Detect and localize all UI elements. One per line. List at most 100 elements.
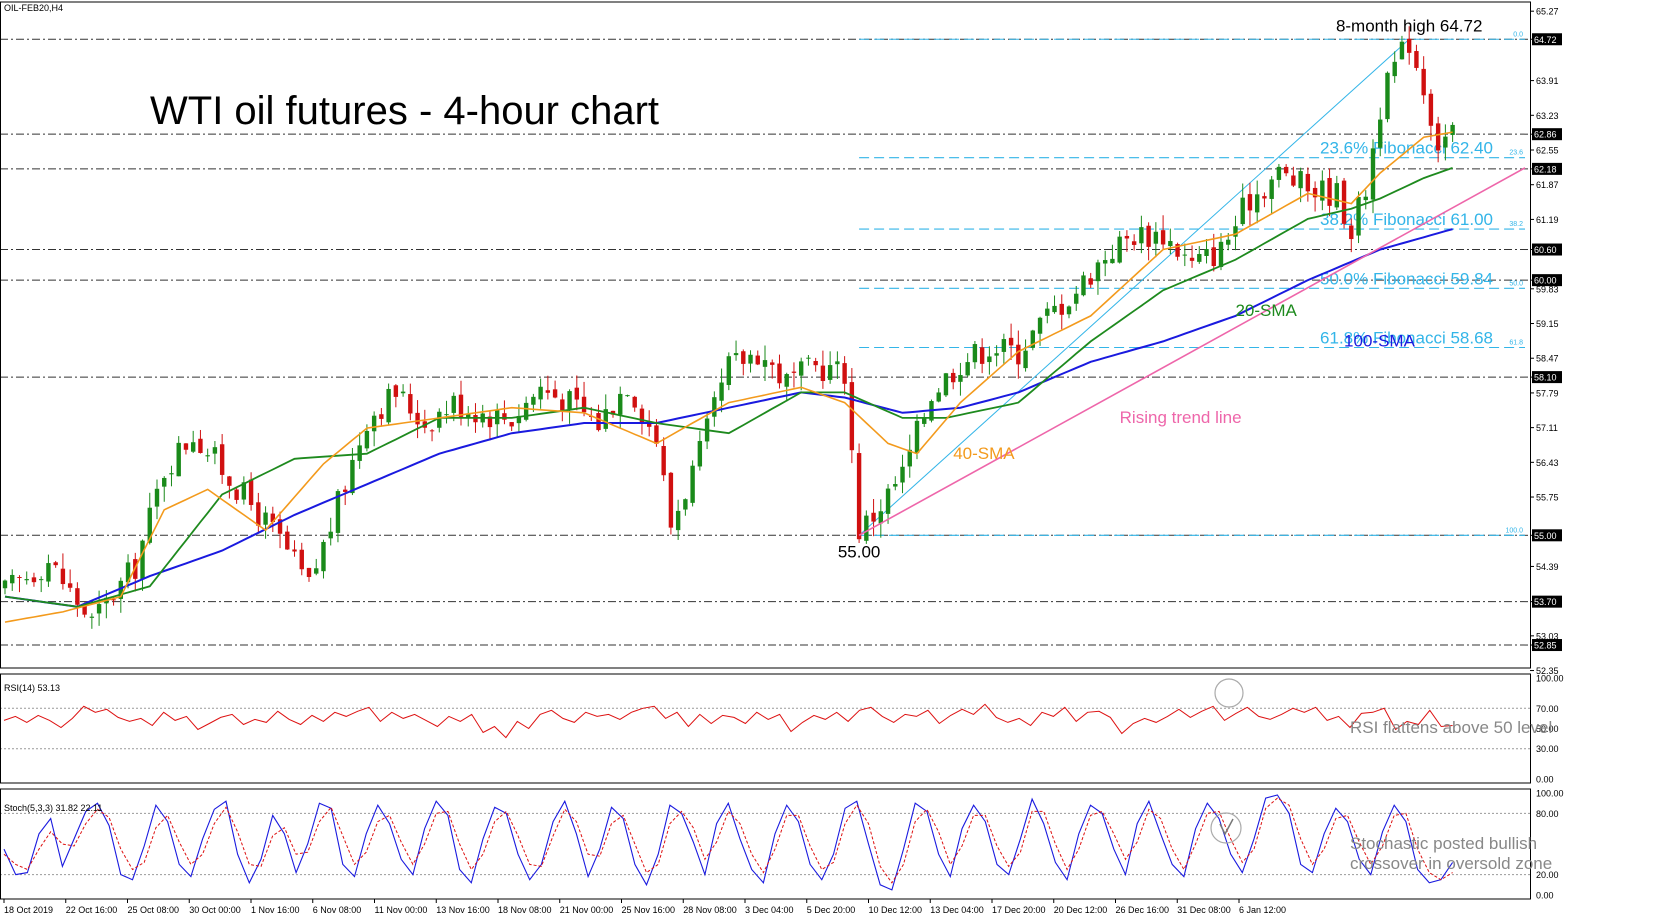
candle-body: [1153, 231, 1159, 244]
candle-body: [1168, 241, 1173, 247]
candle-body: [878, 511, 884, 524]
candle-body: [762, 360, 768, 367]
candle-body: [943, 373, 949, 396]
fib-ratio-label: 50.0: [1509, 280, 1523, 287]
candle-body: [270, 513, 276, 523]
candle-body: [154, 488, 160, 507]
y-tick-label: 61.87: [1536, 180, 1559, 190]
candle-body: [777, 363, 782, 384]
candle-body: [111, 599, 116, 601]
candle-body: [1001, 339, 1007, 352]
candle-body: [574, 387, 580, 400]
candle-body: [675, 510, 681, 531]
candle-body: [1160, 230, 1166, 245]
candle-body: [1356, 197, 1361, 236]
candle-body: [1052, 305, 1057, 313]
rsi-y-tick-label: 30.00: [1536, 744, 1559, 754]
candle-body: [321, 541, 326, 572]
candle-body: [849, 382, 855, 451]
candle-body: [1088, 278, 1093, 285]
candle-body: [1320, 180, 1325, 201]
candle-body: [770, 362, 775, 365]
candle-body: [1269, 179, 1274, 199]
y-tick-label: 55.00: [1534, 531, 1557, 541]
candle-body: [429, 430, 435, 432]
x-tick-label: 22 Oct 16:00: [66, 905, 118, 915]
candle-body: [603, 409, 608, 429]
candle-body: [1363, 196, 1368, 201]
candle-body: [415, 412, 420, 425]
price-level-badge: [1532, 639, 1562, 652]
candle-body: [856, 453, 862, 540]
candle-body: [1435, 123, 1441, 151]
candle-body: [2, 580, 8, 589]
annotation-label: 100-SMA: [1344, 331, 1416, 350]
candle-body: [864, 515, 869, 541]
candle-body: [1030, 330, 1036, 348]
candle-body: [1037, 317, 1043, 334]
candle-body: [1385, 72, 1390, 120]
candle-body: [842, 363, 847, 384]
fib-ratio-label: 23.6: [1509, 150, 1523, 157]
candle-body: [893, 484, 898, 487]
y-tick-label: 55.75: [1536, 493, 1559, 503]
candle-body: [342, 489, 348, 492]
rsi-highlight-circle: [1214, 678, 1244, 708]
x-tick-label: 13 Nov 16:00: [436, 905, 490, 915]
candle-body: [38, 579, 44, 581]
candle-body: [314, 568, 319, 574]
candle-body: [277, 519, 283, 534]
y-tick-label: 57.11: [1536, 423, 1558, 433]
candle-body: [328, 531, 333, 539]
candle-body: [806, 357, 811, 359]
x-tick-label: 31 Dec 08:00: [1177, 905, 1231, 915]
candle-body: [922, 417, 927, 424]
candle-body: [755, 355, 760, 365]
fib-label: 50.0% Fibonacci 59.84: [1320, 269, 1493, 288]
candle-body: [444, 414, 449, 416]
candle-body: [292, 549, 297, 552]
rsi-line: [3, 703, 1453, 739]
candle-body: [625, 395, 630, 397]
candle-body: [466, 413, 471, 419]
candle-body: [1197, 254, 1202, 262]
candle-body: [371, 415, 377, 432]
candle-body: [1102, 260, 1108, 264]
candle-body: [900, 466, 905, 483]
stochastic-panel: 100.00 80.00 20.00 0.00: [0, 789, 1564, 901]
candle-body: [379, 414, 384, 419]
x-tick-label: 5 Dec 20:00: [807, 905, 856, 915]
candle-body: [60, 568, 66, 585]
x-tick-label: 26 Dec 16:00: [1116, 905, 1170, 915]
candle-body: [10, 574, 15, 584]
rsi-y-tick-label: 0.00: [1536, 775, 1554, 785]
candle-body: [1095, 262, 1101, 282]
candle-body: [1110, 258, 1115, 264]
candle-body: [1146, 225, 1151, 247]
stoch-y-tick-label: 20.00: [1536, 870, 1559, 880]
candle-body: [712, 397, 717, 417]
candle-body: [813, 360, 818, 366]
candle-body: [408, 394, 413, 414]
x-tick-label: 17 Dec 20:00: [992, 905, 1046, 915]
y-tick-label: 54.39: [1536, 562, 1559, 572]
candle-body: [1414, 51, 1419, 68]
candle-body: [1074, 293, 1079, 304]
candle-body: [907, 449, 912, 467]
candle-body: [502, 413, 507, 420]
candle-body: [299, 549, 304, 570]
candle-body: [205, 455, 210, 457]
candle-body: [147, 507, 152, 543]
price-level-badge: [1532, 595, 1562, 608]
candle-body: [668, 472, 674, 528]
candle-body: [1059, 303, 1064, 315]
rsi-title: RSI(14) 53.13: [4, 683, 60, 693]
candle-body: [618, 393, 623, 415]
y-tick-label: 56.43: [1536, 458, 1559, 468]
x-tick-label: 21 Nov 00:00: [560, 905, 614, 915]
candle-body: [451, 395, 456, 413]
candle-body: [1327, 178, 1332, 206]
candle-body: [509, 422, 514, 427]
candle-body: [1045, 308, 1050, 316]
